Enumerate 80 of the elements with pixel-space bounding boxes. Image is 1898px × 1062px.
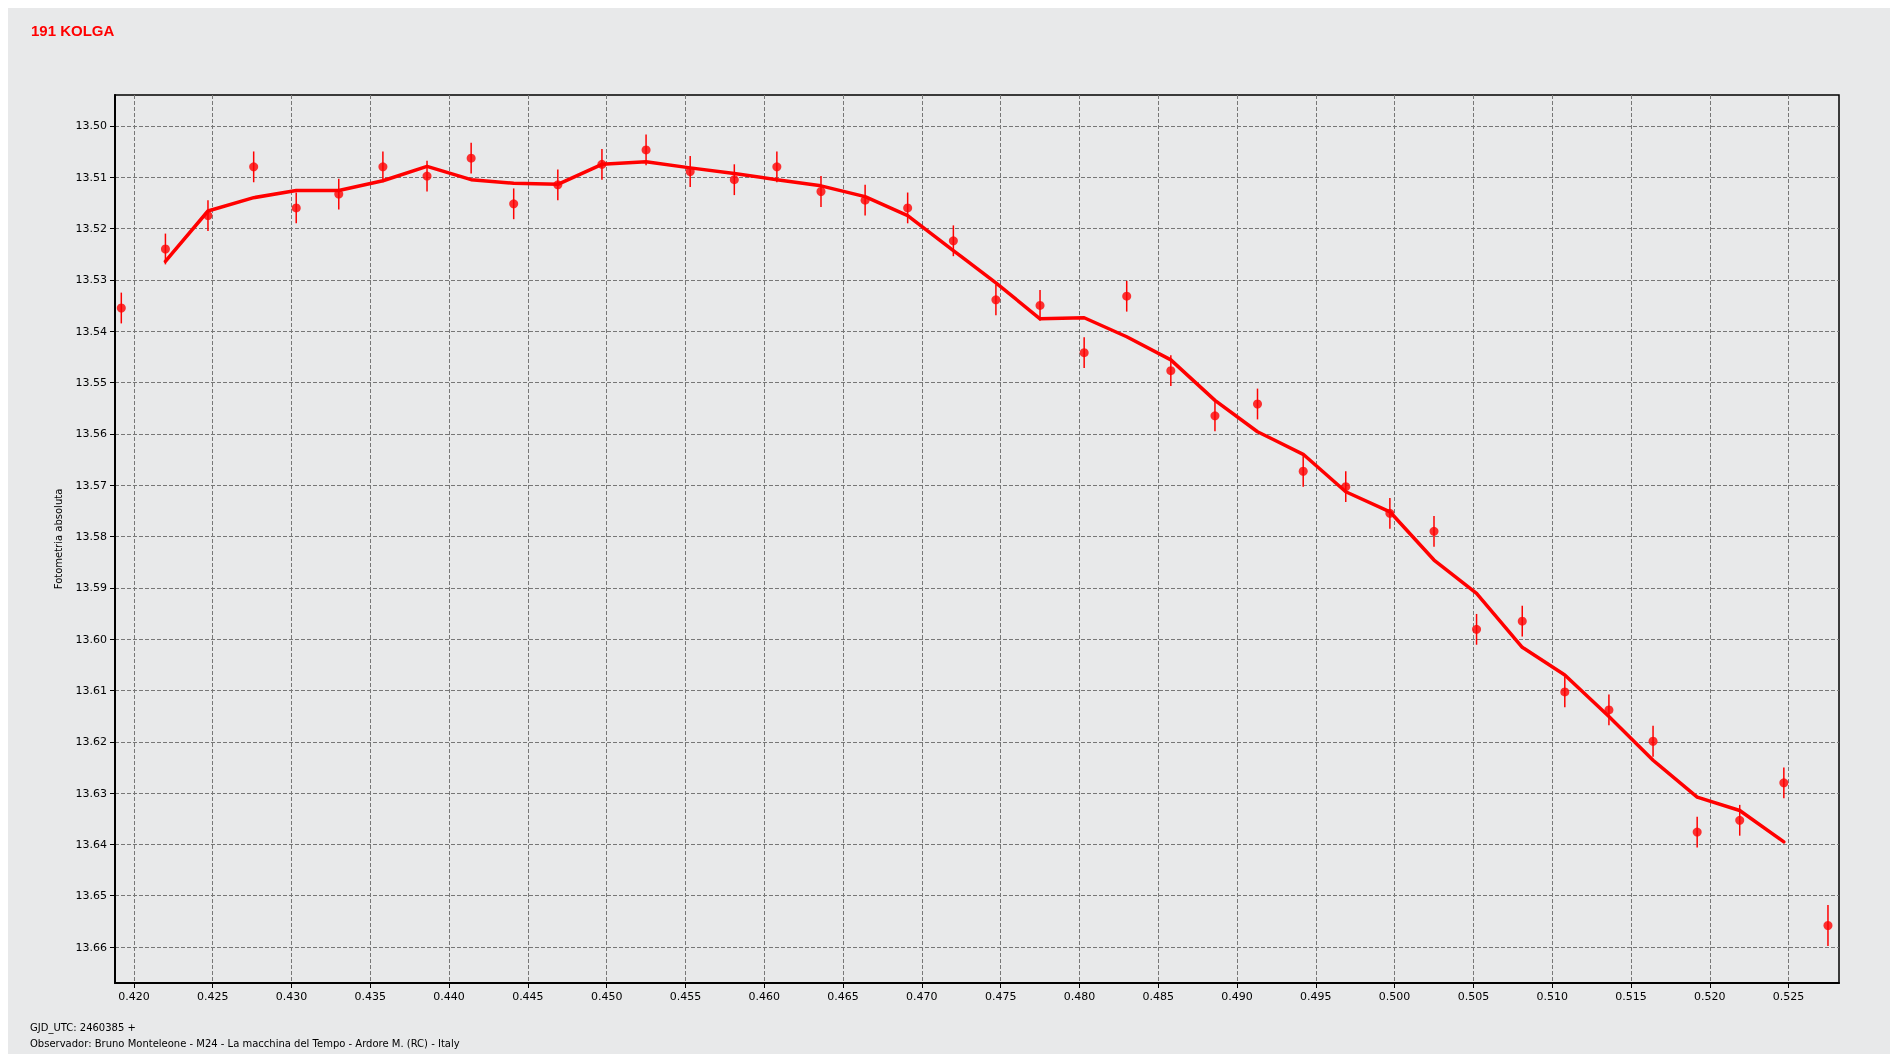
point — [1122, 291, 1132, 301]
y-tick-label: 13.62 — [75, 735, 107, 749]
point — [1692, 827, 1702, 837]
point — [1079, 348, 1089, 358]
y-tick-label: 13.66 — [75, 940, 107, 954]
y-tick-label: 13.56 — [75, 427, 107, 441]
point — [1385, 508, 1395, 518]
x-tick-label: 0.475 — [984, 990, 1017, 1003]
point — [553, 180, 563, 190]
point — [1735, 815, 1745, 825]
x-tick-label: 0.520 — [1694, 990, 1726, 1003]
x-tick-label: 0.525 — [1772, 990, 1805, 1003]
point — [422, 171, 432, 181]
point — [816, 187, 826, 196]
point — [597, 159, 607, 169]
point — [1517, 616, 1527, 626]
x-tick-label: 0.500 — [1378, 990, 1411, 1003]
x-tick-label: 0.425 — [196, 990, 229, 1003]
x-tick-label: 0.460 — [748, 990, 781, 1003]
y-tick-label: 13.50 — [75, 119, 107, 133]
point — [903, 203, 913, 213]
point — [1253, 399, 1262, 409]
point — [160, 244, 170, 254]
y-tick-label: 13.53 — [75, 273, 107, 287]
point — [291, 203, 301, 213]
point — [1823, 921, 1833, 931]
x-tick-label: 0.510 — [1536, 990, 1568, 1003]
y-tick-label: 13.63 — [75, 786, 107, 800]
x-tick-label: 0.485 — [1142, 990, 1174, 1003]
x-tick-label: 0.420 — [118, 990, 150, 1003]
point — [249, 162, 259, 172]
y-tick-label: 13.65 — [75, 889, 107, 903]
x-tick-label: 0.435 — [354, 990, 387, 1003]
point — [203, 211, 213, 221]
point — [1779, 778, 1789, 788]
point — [991, 295, 1001, 305]
point — [116, 303, 126, 313]
point — [1560, 687, 1570, 697]
point — [466, 153, 476, 163]
point — [772, 162, 782, 172]
point — [1298, 466, 1308, 476]
point — [641, 145, 651, 155]
text: Observador: Bruno Monteleone - M24 - La macchina del Tempo - Ardore M. (RC) - Italy — [30, 1037, 460, 1049]
point — [1648, 736, 1658, 746]
point — [378, 162, 388, 172]
x-tick-label: 0.495 — [1300, 990, 1332, 1003]
y-tick-label: 13.59 — [75, 581, 107, 595]
x-tick-label: 0.470 — [906, 990, 938, 1003]
x-tick-label: 0.515 — [1615, 990, 1647, 1003]
y-tick-label: 13.61 — [75, 683, 107, 697]
y-tick-label: 13.55 — [75, 375, 107, 389]
point — [1035, 300, 1045, 310]
chart-title: 191 KOLGA — [31, 22, 115, 39]
point — [1472, 624, 1482, 634]
y-tick-label: 13.58 — [75, 529, 107, 543]
point — [1210, 411, 1220, 421]
point — [1341, 482, 1351, 492]
point — [1604, 705, 1614, 715]
x-tick-label: 0.480 — [1063, 990, 1096, 1003]
point — [1166, 366, 1176, 376]
y-tick-label: 13.54 — [75, 324, 107, 338]
x-tick-label: 0.440 — [433, 990, 465, 1003]
y-tick-label: 13.64 — [75, 837, 107, 851]
x-tick-label: 0.465 — [827, 990, 859, 1003]
point — [948, 236, 958, 246]
point — [729, 175, 739, 185]
x-tick-label: 0.450 — [590, 990, 623, 1003]
point — [1429, 526, 1439, 536]
x-tick-label: 0.455 — [669, 990, 702, 1003]
x-tick-label: 0.430 — [275, 990, 308, 1003]
x-tick-label: 0.505 — [1457, 990, 1490, 1003]
text: GJD_UTC: 2460385 + — [30, 1021, 136, 1034]
y-tick-label: 13.57 — [75, 478, 107, 492]
y-tick-label: 13.52 — [75, 221, 107, 235]
x-tick-label: 0.490 — [1221, 990, 1253, 1003]
y-tick-label: 13.51 — [75, 170, 107, 184]
y-tick-label: 13.60 — [75, 632, 107, 646]
y-axis-title: Fotometria absoluta — [52, 488, 64, 590]
point — [509, 199, 519, 209]
x-tick-label: 0.445 — [512, 990, 544, 1003]
